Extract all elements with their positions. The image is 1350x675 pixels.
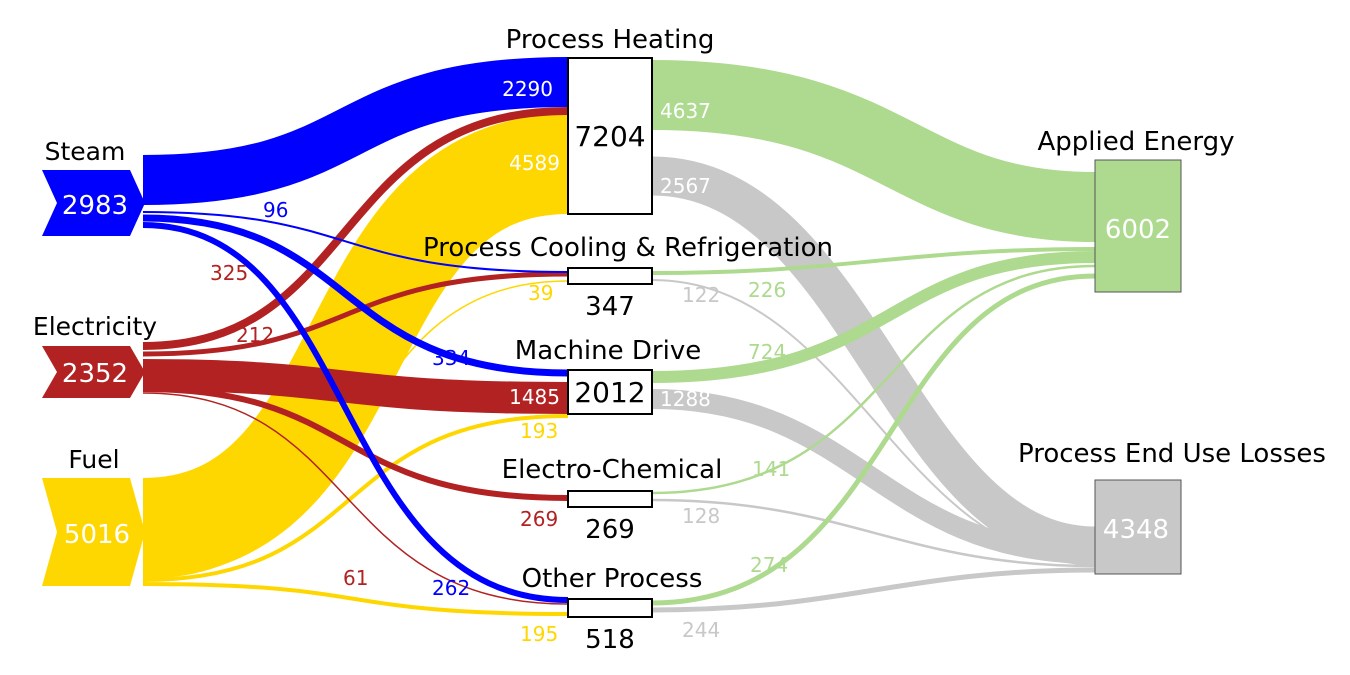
steam-node[interactable]: [42, 170, 145, 236]
elec-to-heating-label: 325: [210, 261, 248, 285]
applied-node[interactable]: [1094, 159, 1182, 293]
source-nodes: 2983 Steam 2352 Electricity 5016 Fuel: [33, 137, 157, 586]
electrochem-total: 269: [585, 515, 635, 545]
input-flows: [141, 57, 570, 616]
steam-to-cooling-label: 96: [263, 198, 288, 222]
flow-other-to-applied: [651, 273, 1096, 606]
output-flows: [651, 60, 1096, 613]
process-nodes: Process Heating 7204 Process Cooling & R…: [423, 25, 833, 655]
flow-electrochem-to-applied: [651, 264, 1096, 495]
flow-elec-to-electrochem: [142, 386, 569, 501]
flow-fuel-to-other: [142, 582, 569, 616]
machine-label: Machine Drive: [515, 336, 701, 366]
applied-label: Applied Energy: [1037, 127, 1234, 157]
other-applied-out-label: 274: [750, 553, 788, 577]
other-steam-in-label: 262: [432, 576, 470, 600]
flow-steam-to-other: [142, 222, 569, 603]
cooling-label: Process Cooling & Refrigeration: [423, 233, 833, 263]
other-loss-out-label: 244: [682, 618, 720, 642]
heating-total: 7204: [574, 120, 645, 153]
elec-to-cooling-label: 212: [236, 323, 274, 347]
flow-elec-to-cooling: [142, 271, 569, 357]
other-fuel-in-label: 195: [520, 622, 558, 646]
electrochem-elec-in-label: 269: [520, 507, 558, 531]
heating-node[interactable]: [567, 57, 653, 215]
electrochem-loss-out-label: 128: [682, 504, 720, 528]
flow-machine-to-losses: [651, 389, 1096, 564]
flow-cooling-to-applied: [651, 247, 1096, 275]
flow-steam-to-heating: [142, 57, 569, 205]
machine-loss-out-label: 1288: [660, 387, 711, 411]
cooling-applied-out-label: 226: [748, 278, 786, 302]
flow-other-to-losses: [651, 567, 1096, 613]
electricity-label: Electricity: [33, 312, 157, 341]
losses-label: Process End Use Losses: [1018, 439, 1326, 469]
cooling-node[interactable]: [567, 267, 653, 285]
applied-value: 6002: [1105, 215, 1171, 245]
losses-node[interactable]: [1094, 479, 1182, 575]
steam-value: 2983: [62, 191, 128, 221]
electricity-node[interactable]: [42, 346, 145, 398]
cooling-total: 347: [585, 292, 635, 322]
losses-value: 4348: [1103, 515, 1169, 545]
flow-fuel-to-machine: [142, 414, 569, 582]
fuel-node[interactable]: [42, 478, 145, 586]
flow-steam-to-cooling: [142, 211, 569, 273]
flow-elec-to-heating: [142, 107, 569, 350]
electrochem-label: Electro-Chemical: [502, 455, 723, 485]
flow-elec-to-other: [142, 392, 569, 605]
other-total: 518: [585, 625, 635, 655]
machine-elec-in-label: 1485: [509, 385, 560, 409]
heating-steam-in-label: 2290: [502, 77, 553, 101]
heating-fuel-in-label: 4589: [509, 151, 560, 175]
heating-label: Process Heating: [506, 25, 715, 55]
other-elec-in-label: 61: [343, 566, 368, 590]
fuel-label: Fuel: [68, 445, 119, 474]
cooling-loss-out-label: 122: [682, 283, 720, 307]
electrochem-applied-out-label: 141: [752, 457, 790, 481]
electrochem-node[interactable]: [567, 490, 653, 508]
other-label: Other Process: [522, 564, 703, 594]
cooling-fuel-in-label: 39: [528, 281, 553, 305]
flow-value-labels: 2290 4589 4637 2567 96 325 212 39 122 22…: [210, 77, 790, 646]
flow-heating-to-losses: [651, 156, 1096, 566]
flow-elec-to-machine: [142, 359, 569, 414]
flow-electrochem-to-losses: [651, 498, 1096, 568]
flow-steam-to-machine: [142, 214, 569, 377]
machine-steam-in-label: 334: [432, 346, 470, 370]
machine-fuel-in-label: 193: [520, 419, 558, 443]
other-node[interactable]: [567, 598, 653, 618]
sink-nodes: Applied Energy 6002 Process End Use Loss…: [1018, 127, 1326, 575]
flow-machine-to-applied: [651, 251, 1096, 383]
electricity-value: 2352: [62, 359, 128, 389]
heating-applied-out-label: 4637: [660, 99, 711, 123]
machine-applied-out-label: 724: [748, 340, 786, 364]
machine-total: 2012: [574, 376, 645, 409]
machine-node[interactable]: [567, 369, 653, 415]
fuel-value: 5016: [64, 520, 130, 550]
heating-loss-out-label: 2567: [660, 174, 711, 198]
flow-heating-to-applied: [651, 60, 1096, 242]
steam-label: Steam: [45, 137, 126, 166]
flow-fuel-to-heating: [141, 114, 570, 578]
